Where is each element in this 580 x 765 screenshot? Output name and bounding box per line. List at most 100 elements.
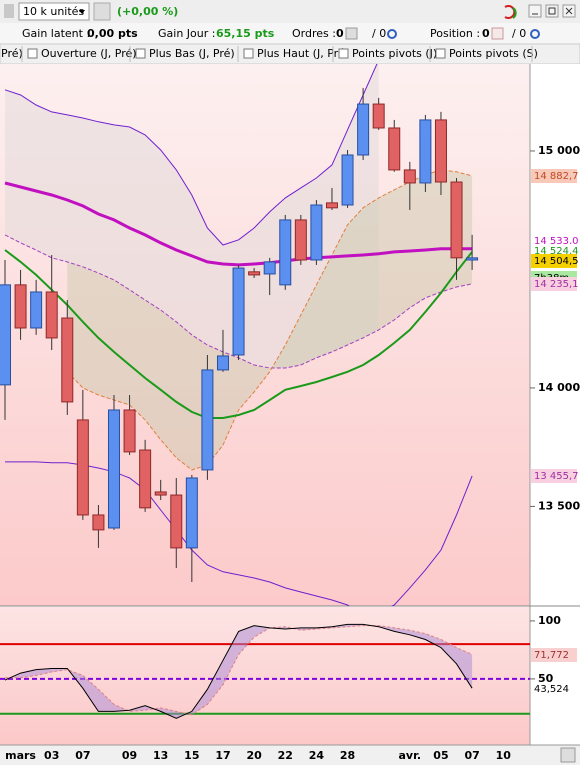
price-label-box xyxy=(531,169,577,183)
candle-body xyxy=(325,202,338,209)
candle-body xyxy=(388,127,401,171)
candle-body xyxy=(107,409,120,529)
grip xyxy=(4,4,14,18)
candle-body xyxy=(263,261,276,275)
units-text: 10 k unités xyxy=(23,5,84,18)
price-label-box xyxy=(531,682,577,696)
overlay-label: Points pivots (S) xyxy=(449,47,538,60)
candle-body xyxy=(341,154,354,206)
indicator-line xyxy=(4,249,473,419)
price-label: 13 455,7 xyxy=(534,471,579,482)
refresh-icon[interactable] xyxy=(504,5,516,19)
candle-body xyxy=(123,409,136,453)
gain-latent-value: 0,00 pts xyxy=(87,27,138,40)
price-label-box xyxy=(531,277,577,291)
gain-latent-label: Gain latent : xyxy=(22,27,90,40)
stoch-fill xyxy=(5,624,473,719)
overlay-label: Plus Haut (J, Pré) xyxy=(257,47,349,60)
ordres-icon[interactable] xyxy=(345,27,358,40)
y-tick-label: 13 500 xyxy=(538,499,580,512)
candle-body xyxy=(216,355,229,371)
axes: 13 500 14 000 15 000 mars 03 07 09 13 15 17 20 22 24… xyxy=(5,144,580,762)
y-tick-label: 100 xyxy=(538,614,561,627)
x-tick-label: 09 xyxy=(122,749,137,762)
ordres-value: 0 xyxy=(336,27,344,40)
stoch-plot xyxy=(0,623,530,719)
price-label: 43,524 xyxy=(534,684,569,695)
candle-body xyxy=(450,181,463,259)
price-label: 71,772 xyxy=(534,650,569,661)
position-total: / 0 xyxy=(512,27,526,40)
position-value: 0 xyxy=(482,27,490,40)
position-label: Position : xyxy=(430,27,480,40)
candle-body xyxy=(201,369,214,471)
price-label-box xyxy=(531,469,577,483)
stoch-line xyxy=(5,625,473,716)
ordres-gear[interactable] xyxy=(387,29,397,39)
gain-jour-label: Gain Jour : xyxy=(158,27,215,40)
overlay-label: Pré) xyxy=(1,47,23,60)
candle-body xyxy=(170,494,183,549)
ordres-label: Ordres : xyxy=(292,27,336,40)
candle-body xyxy=(403,169,416,184)
overlay-label: Plus Bas (J, Pré) xyxy=(149,47,235,60)
candle-body xyxy=(61,317,74,403)
price-axis xyxy=(530,64,580,745)
price-label-box xyxy=(531,648,577,662)
y-tick-label: 50 xyxy=(538,672,554,685)
candle-body xyxy=(372,103,385,129)
x-tick-label: 24 xyxy=(309,749,325,762)
candle-body xyxy=(279,219,292,286)
overlay-list: Pré) Ouverture (J, Pré) Plus Bas (J, Pré) P… xyxy=(1,46,538,62)
candle-body xyxy=(154,491,167,496)
overlay-checkbox xyxy=(338,48,349,59)
price-label: 14 533,0 xyxy=(534,236,579,247)
restore-glyph xyxy=(548,7,556,15)
overlay-label: Ouverture (J, Pré) xyxy=(41,47,137,60)
bollinger-band-fill xyxy=(5,64,379,369)
dropdown-arrow xyxy=(79,10,85,14)
candle-body xyxy=(434,119,447,183)
status-bar xyxy=(0,23,580,44)
x-tick-label: 07 xyxy=(464,749,479,762)
overlay-checkbox xyxy=(435,48,446,59)
x-tick-label: 05 xyxy=(433,749,448,762)
x-tick-label: mars xyxy=(5,749,36,762)
gain-jour-value: 65,15 pts xyxy=(216,27,275,40)
candle-body xyxy=(92,514,105,531)
candle-body xyxy=(139,449,152,509)
time-axis xyxy=(0,745,580,765)
price-label-box xyxy=(531,254,577,268)
close-glyph xyxy=(565,7,573,15)
overlay-checkbox xyxy=(27,48,38,59)
units-dropdown[interactable] xyxy=(18,2,90,21)
change-text: (+0,00 %) xyxy=(117,5,178,18)
indicator-line xyxy=(4,64,378,246)
x-tick-label: 28 xyxy=(340,749,355,762)
minimize-button[interactable] xyxy=(528,4,542,18)
candle-body xyxy=(466,257,479,261)
candle-body xyxy=(76,419,89,516)
position-icon[interactable] xyxy=(491,27,504,40)
price-label: 14 235,1 xyxy=(534,279,579,290)
x-tick-label: 03 xyxy=(44,749,59,762)
refresh-icon-2 xyxy=(512,7,517,19)
restore-button[interactable] xyxy=(545,4,559,18)
candle-body xyxy=(294,219,307,261)
price-label: 14 504,5 xyxy=(534,256,579,267)
y-tick-label: 15 000 xyxy=(538,144,580,157)
x-tick-label: 22 xyxy=(278,749,293,762)
stoch-line xyxy=(4,623,473,719)
candle-body xyxy=(248,271,261,276)
position-gear[interactable] xyxy=(530,29,540,39)
candle-body xyxy=(14,284,27,329)
x-tick-label: 13 xyxy=(153,749,168,762)
x-tick-label: 20 xyxy=(246,749,262,762)
info-button[interactable] xyxy=(93,2,111,21)
candle-body xyxy=(419,119,432,184)
x-tick-label: 07 xyxy=(75,749,90,762)
x-tick-label: avr. xyxy=(398,749,421,762)
candle-body xyxy=(185,477,198,549)
scroll-button[interactable] xyxy=(560,747,576,763)
